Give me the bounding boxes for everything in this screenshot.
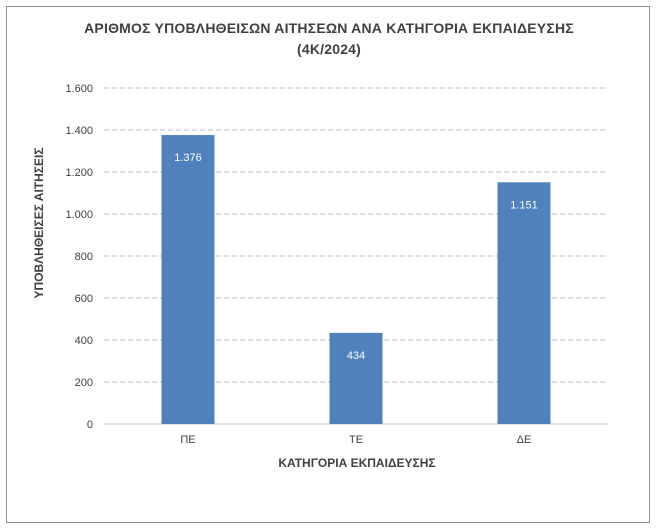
x-axis-title: ΚΑΤΗΓΟΡΙΑ ΕΚΠΑΙΔΕΥΣΗΣ: [278, 456, 435, 470]
y-tick-label: 800: [75, 251, 93, 263]
bar: [329, 332, 383, 424]
y-axis-title: ΥΠΟΒΛΗΘΕΙΣΕΣ ΑΙΤΗΣΕΙΣ: [32, 147, 46, 298]
chart-title-line2: (4Κ/2024): [296, 41, 362, 57]
y-tick-label: 1.400: [65, 125, 93, 137]
data-label: 434: [347, 350, 365, 362]
x-tick-label: ΔΕ: [517, 434, 532, 446]
bars: [161, 135, 551, 425]
chart-title: ΑΡΙΘΜΟΣ ΥΠΟΒΛΗΘΕΙΣΩΝ ΑΙΤΗΣΕΩΝ ΑΝΑ ΚΑΤΗΓΟ…: [7, 18, 651, 60]
data-label: 1.376: [174, 152, 202, 164]
chart-title-line1: ΑΡΙΘΜΟΣ ΥΠΟΒΛΗΘΕΙΣΩΝ ΑΙΤΗΣΕΩΝ ΑΝΑ ΚΑΤΗΓΟ…: [84, 20, 574, 36]
y-tick-label: 1.200: [65, 167, 93, 179]
data-label: 1.151: [510, 199, 538, 211]
y-tick-label: 400: [75, 335, 93, 347]
y-tick-label: 1.600: [65, 83, 93, 95]
y-tick-label: 600: [75, 293, 93, 305]
data-labels: 1.376 434 1.151: [174, 152, 538, 362]
y-tick-label: 1.000: [65, 209, 93, 221]
bar: [497, 182, 551, 424]
x-tick-labels: ΠΕ ΤΕ ΔΕ: [180, 434, 531, 446]
x-tick-label: ΤΕ: [349, 434, 363, 446]
x-tick-label: ΠΕ: [180, 434, 195, 446]
y-tick-labels: 0 200 400 600 800 1.000 1.200 1.400 1.600: [65, 83, 93, 431]
y-tick-label: 0: [87, 419, 93, 431]
y-tick-label: 200: [75, 377, 93, 389]
bar: [161, 135, 215, 425]
